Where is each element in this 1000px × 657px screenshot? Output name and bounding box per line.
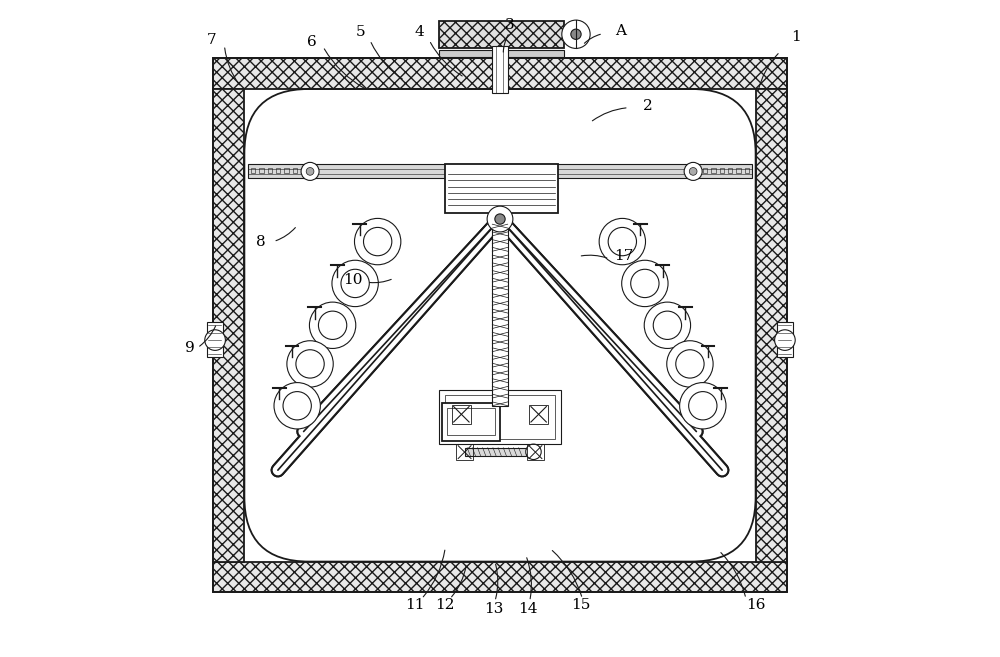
- Text: 13: 13: [484, 602, 503, 616]
- Circle shape: [274, 382, 320, 429]
- Circle shape: [562, 20, 590, 49]
- Bar: [213, 58, 787, 89]
- Circle shape: [283, 392, 311, 420]
- Bar: [445, 164, 558, 213]
- Circle shape: [667, 341, 713, 387]
- Bar: [527, 443, 544, 461]
- Text: 11: 11: [405, 599, 425, 612]
- Bar: [711, 168, 716, 173]
- Circle shape: [571, 29, 581, 39]
- Text: 2: 2: [643, 99, 653, 114]
- Bar: [301, 168, 306, 173]
- Circle shape: [599, 218, 646, 265]
- Bar: [492, 219, 508, 406]
- Circle shape: [689, 168, 697, 175]
- Circle shape: [341, 269, 369, 298]
- Circle shape: [318, 311, 347, 340]
- Bar: [456, 443, 473, 461]
- Text: 3: 3: [505, 18, 514, 32]
- Bar: [251, 168, 255, 173]
- Bar: [492, 47, 508, 93]
- Text: 8: 8: [256, 235, 265, 248]
- Circle shape: [296, 350, 324, 378]
- Bar: [736, 168, 741, 173]
- Bar: [777, 322, 793, 357]
- Bar: [756, 89, 787, 562]
- Bar: [703, 168, 707, 173]
- Bar: [445, 395, 555, 440]
- Bar: [728, 168, 732, 173]
- Bar: [259, 168, 264, 173]
- Circle shape: [622, 260, 668, 307]
- Text: 14: 14: [518, 602, 537, 616]
- Text: 15: 15: [571, 599, 590, 612]
- Circle shape: [684, 162, 702, 181]
- Text: 12: 12: [436, 599, 455, 612]
- Text: 17: 17: [614, 250, 633, 263]
- Circle shape: [487, 206, 513, 232]
- Text: 5: 5: [355, 26, 365, 39]
- Circle shape: [689, 392, 717, 420]
- Bar: [439, 21, 564, 48]
- Bar: [465, 447, 526, 456]
- Circle shape: [287, 341, 333, 387]
- Bar: [439, 390, 561, 444]
- Circle shape: [631, 269, 659, 298]
- Text: 10: 10: [343, 273, 363, 287]
- Text: 6: 6: [307, 35, 317, 49]
- Bar: [213, 562, 787, 593]
- Circle shape: [680, 382, 726, 429]
- Circle shape: [205, 330, 225, 350]
- Text: 9: 9: [185, 341, 195, 355]
- Bar: [452, 405, 471, 424]
- Bar: [745, 168, 749, 173]
- Bar: [439, 50, 564, 57]
- Circle shape: [676, 350, 704, 378]
- Circle shape: [306, 168, 314, 175]
- Bar: [529, 405, 548, 424]
- Bar: [447, 408, 495, 435]
- Circle shape: [495, 214, 505, 224]
- Circle shape: [354, 218, 401, 265]
- Circle shape: [309, 302, 356, 348]
- Bar: [268, 168, 272, 173]
- Circle shape: [644, 302, 691, 348]
- Bar: [276, 168, 280, 173]
- Bar: [213, 58, 787, 593]
- Circle shape: [653, 311, 682, 340]
- Circle shape: [608, 227, 636, 256]
- Bar: [248, 164, 752, 179]
- Text: 7: 7: [207, 33, 216, 47]
- Bar: [207, 322, 223, 357]
- Circle shape: [332, 260, 378, 307]
- Bar: [442, 403, 500, 442]
- Circle shape: [775, 330, 795, 350]
- Text: 1: 1: [791, 30, 801, 45]
- Bar: [284, 168, 289, 173]
- Text: 16: 16: [747, 599, 766, 612]
- Bar: [293, 168, 297, 173]
- Text: A: A: [616, 24, 627, 38]
- Text: 4: 4: [415, 26, 424, 39]
- Bar: [720, 168, 724, 173]
- Bar: [213, 89, 244, 562]
- Circle shape: [301, 162, 319, 181]
- Circle shape: [526, 444, 541, 459]
- Bar: [244, 89, 756, 562]
- Circle shape: [364, 227, 392, 256]
